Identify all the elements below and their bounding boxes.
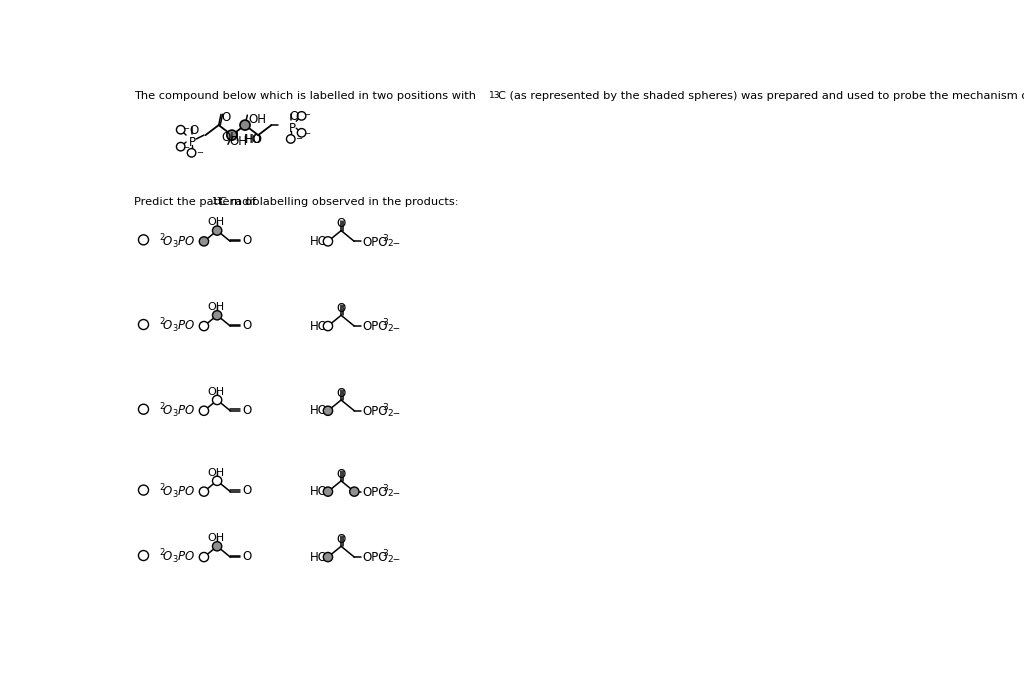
Text: C radiolabelling observed in the products:: C radiolabelling observed in the product… <box>219 198 459 207</box>
Circle shape <box>200 237 209 246</box>
Text: OH: OH <box>207 533 224 543</box>
Circle shape <box>138 485 148 495</box>
Text: O: O <box>337 217 346 230</box>
Text: OH: OH <box>207 387 224 397</box>
Text: 2−: 2− <box>388 239 400 248</box>
Text: OH: OH <box>207 468 224 477</box>
Text: OH: OH <box>207 302 224 313</box>
Text: OPO: OPO <box>362 236 387 248</box>
Circle shape <box>212 541 222 551</box>
Text: O: O <box>242 404 251 416</box>
Text: O: O <box>289 111 298 123</box>
Text: −: − <box>182 125 189 134</box>
Text: 13: 13 <box>212 198 223 207</box>
Text: P: P <box>289 122 296 135</box>
Circle shape <box>138 319 148 329</box>
Text: O: O <box>337 387 346 400</box>
Text: 2−: 2− <box>388 409 400 418</box>
Text: 2−: 2− <box>388 555 400 564</box>
Text: The compound below which is labelled in two positions with: The compound below which is labelled in … <box>134 91 480 101</box>
Circle shape <box>226 130 237 140</box>
Text: 3: 3 <box>382 234 388 243</box>
Text: $^2\!O_3PO$: $^2\!O_3PO$ <box>159 232 196 251</box>
Circle shape <box>176 125 185 134</box>
Text: O: O <box>242 319 251 332</box>
Circle shape <box>212 476 222 486</box>
Text: OPO: OPO <box>362 405 387 418</box>
Text: HO: HO <box>246 133 263 146</box>
Circle shape <box>324 237 333 246</box>
Text: HO: HO <box>245 133 262 146</box>
Circle shape <box>187 148 196 157</box>
Text: O: O <box>242 484 251 498</box>
Circle shape <box>297 111 306 120</box>
Text: 2−: 2− <box>388 489 400 498</box>
Circle shape <box>324 322 333 331</box>
Circle shape <box>287 135 295 143</box>
Text: O: O <box>337 533 346 546</box>
Text: $^2\!O_3PO$: $^2\!O_3PO$ <box>159 317 196 335</box>
Text: HO: HO <box>310 404 328 418</box>
Text: 3: 3 <box>382 403 388 412</box>
Circle shape <box>324 487 333 496</box>
Text: O: O <box>337 302 346 315</box>
Circle shape <box>349 487 359 496</box>
Text: HO: HO <box>310 485 328 498</box>
Circle shape <box>176 143 185 151</box>
Circle shape <box>297 129 306 137</box>
Circle shape <box>240 120 250 130</box>
Text: 3: 3 <box>382 319 388 328</box>
Text: −: − <box>303 129 310 139</box>
Text: O: O <box>337 468 346 481</box>
Circle shape <box>138 404 148 414</box>
Circle shape <box>138 235 148 245</box>
Circle shape <box>212 226 222 235</box>
Circle shape <box>200 322 209 331</box>
Circle shape <box>138 551 148 560</box>
Text: 3: 3 <box>382 484 388 493</box>
Text: 3: 3 <box>382 549 388 558</box>
Text: OH: OH <box>221 132 239 144</box>
Text: OH: OH <box>229 135 247 148</box>
Text: 2−: 2− <box>388 324 400 333</box>
Circle shape <box>200 553 209 562</box>
Text: O: O <box>189 125 199 137</box>
Text: OPO: OPO <box>362 551 387 564</box>
Text: −: − <box>295 134 302 143</box>
Text: OH: OH <box>207 217 224 228</box>
Circle shape <box>212 395 222 404</box>
Text: O: O <box>242 234 251 247</box>
Text: −: − <box>197 148 203 157</box>
Circle shape <box>200 406 209 416</box>
Text: HO: HO <box>310 319 328 333</box>
Text: −: − <box>182 143 189 152</box>
Text: OH: OH <box>248 113 266 126</box>
Text: HO: HO <box>310 551 328 564</box>
Text: −: − <box>303 111 310 120</box>
Circle shape <box>324 553 333 562</box>
Text: OPO: OPO <box>362 486 387 499</box>
Text: $^2\!O_3PO$: $^2\!O_3PO$ <box>159 402 196 420</box>
Circle shape <box>324 406 333 416</box>
Text: O: O <box>242 550 251 563</box>
Text: P: P <box>189 136 197 149</box>
Text: 13: 13 <box>489 91 501 100</box>
Text: OPO: OPO <box>362 320 387 333</box>
Circle shape <box>200 487 209 496</box>
Circle shape <box>212 310 222 320</box>
Text: $^2\!O_3PO$: $^2\!O_3PO$ <box>159 482 196 501</box>
Text: O: O <box>222 111 231 125</box>
Text: Predict the pattern of: Predict the pattern of <box>134 198 260 207</box>
Text: C (as represented by the shaded spheres) was prepared and used to probe the mech: C (as represented by the shaded spheres)… <box>498 91 1024 101</box>
Text: $^2\!O_3PO$: $^2\!O_3PO$ <box>159 548 196 567</box>
Text: HO: HO <box>310 235 328 248</box>
